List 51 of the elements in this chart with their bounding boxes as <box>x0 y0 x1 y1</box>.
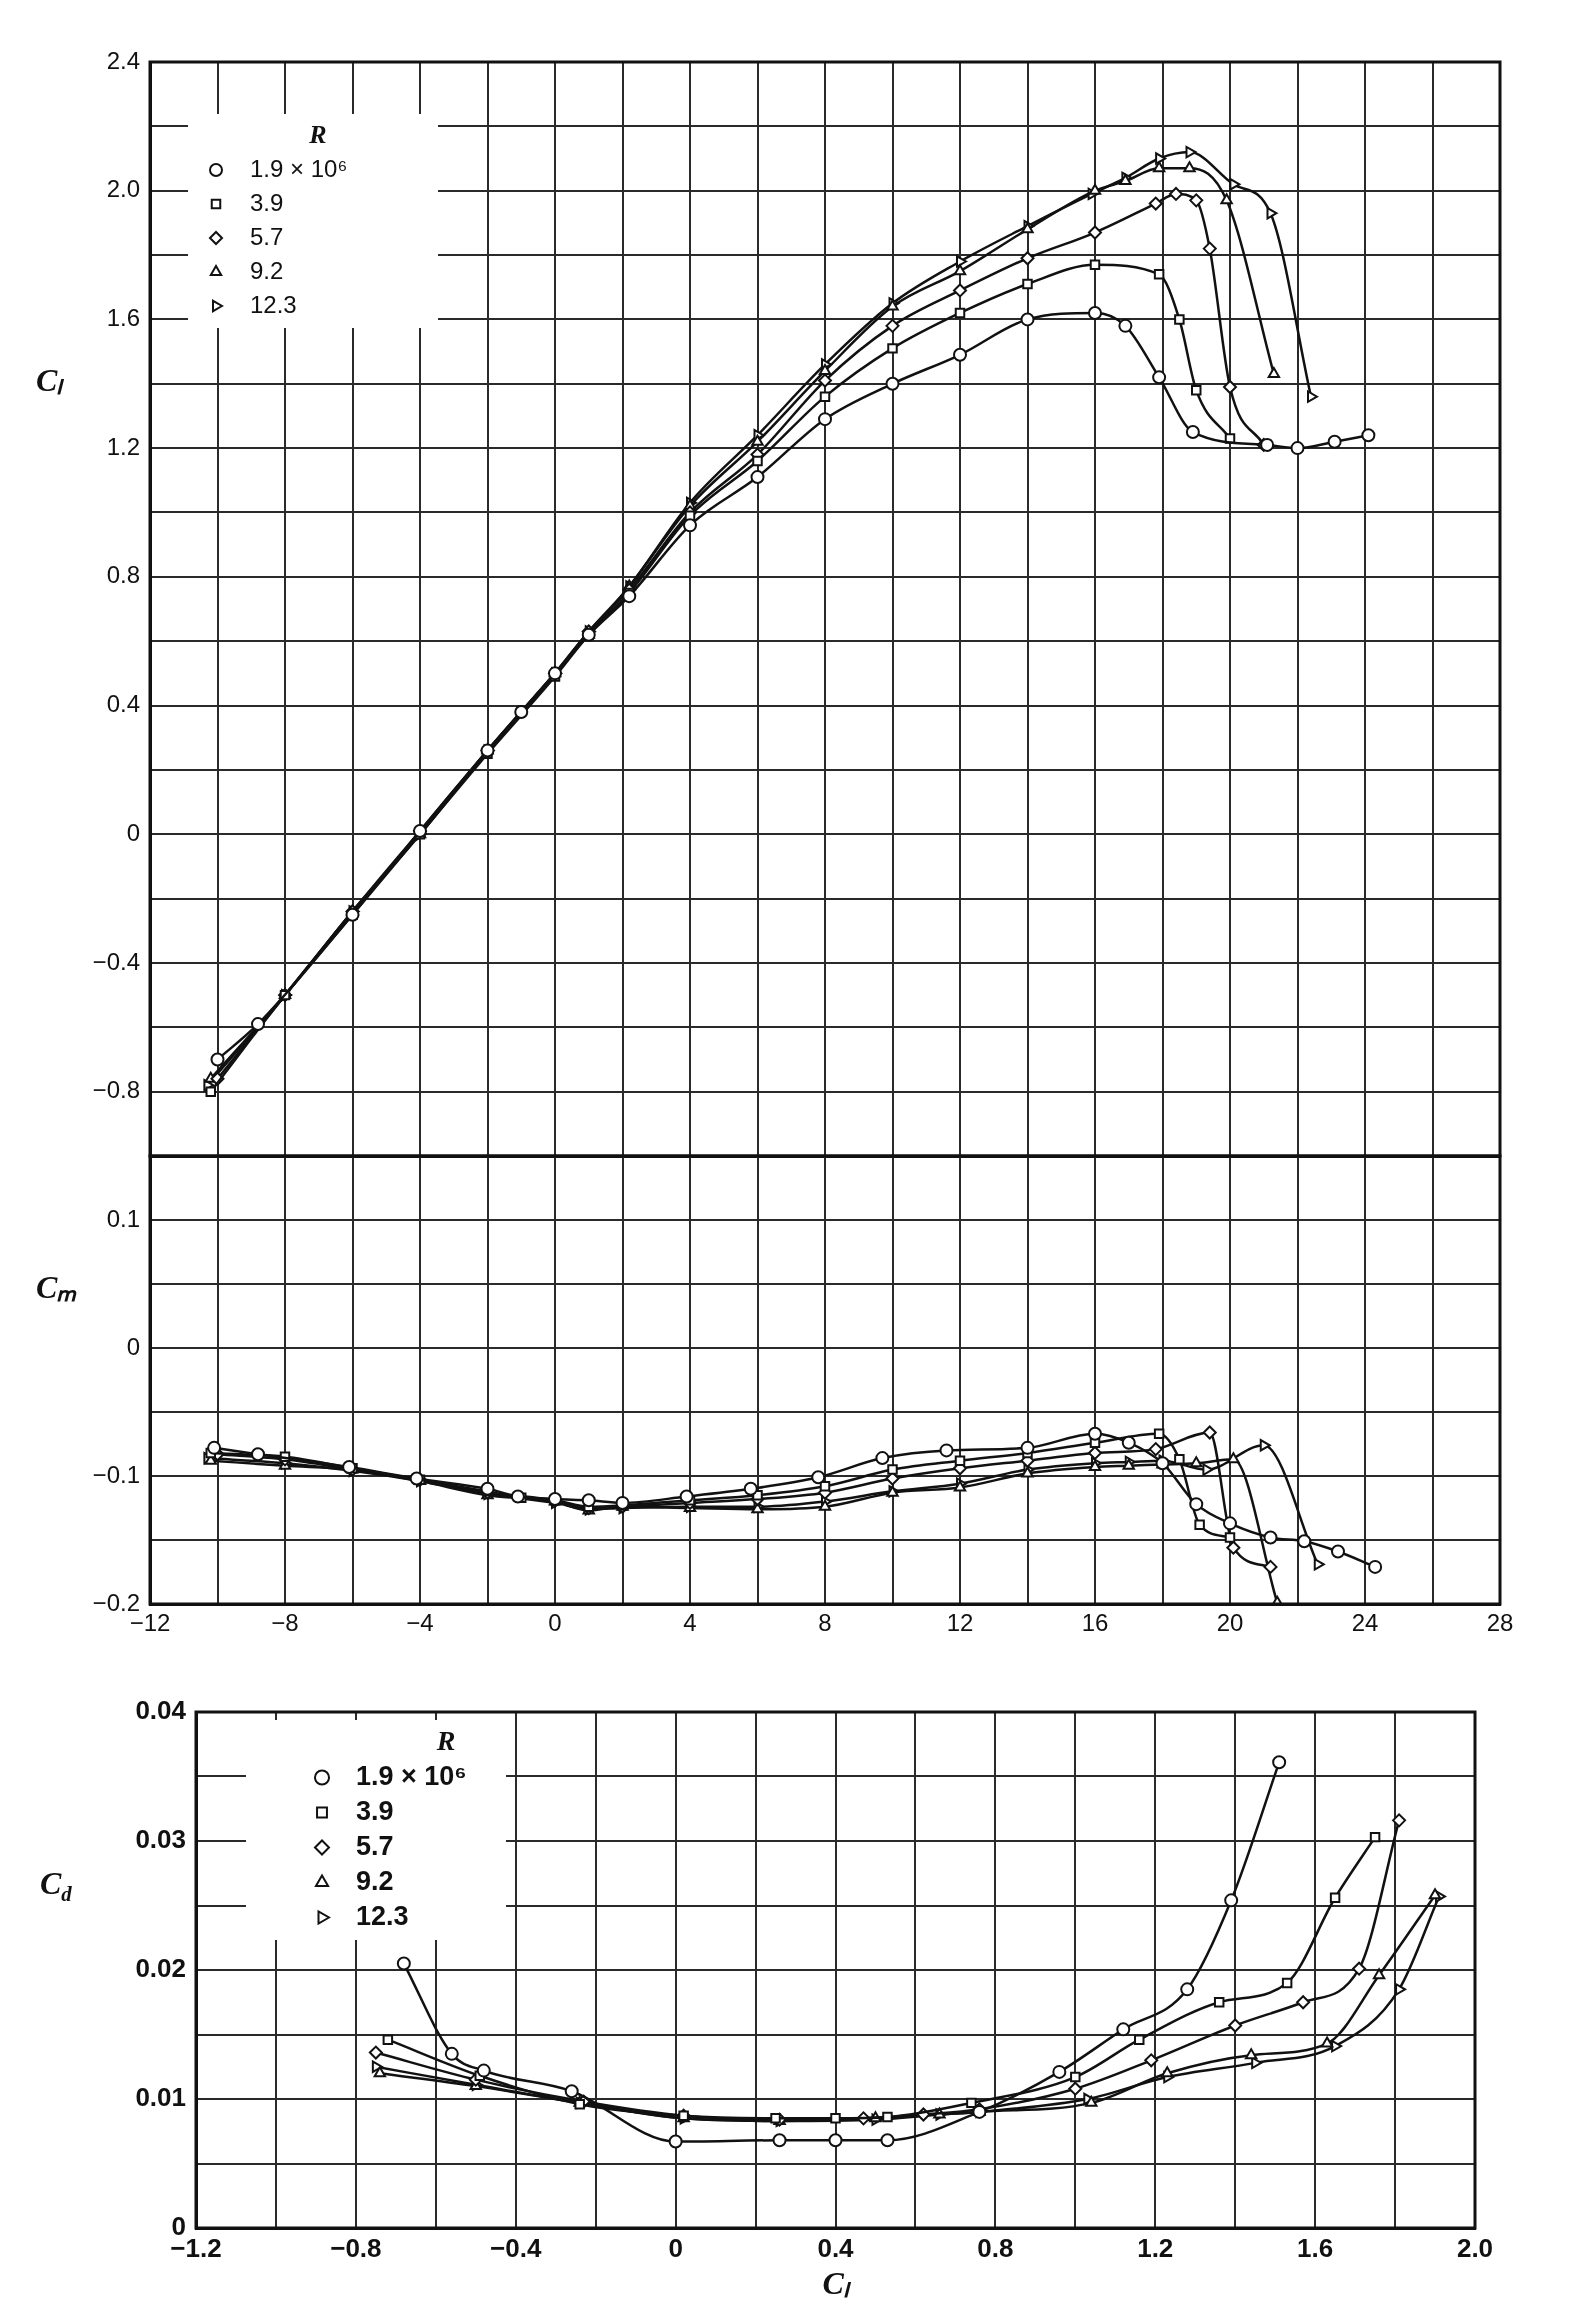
legend-title: R <box>308 119 327 149</box>
legend-label: 12.3 <box>250 290 297 318</box>
x-tick-label: 24 <box>1351 1609 1379 1637</box>
y-tick-label: 0 <box>126 1332 140 1360</box>
y-tick-label: 0.01 <box>135 2082 186 2113</box>
y-tick-label: −0.8 <box>92 1076 140 1104</box>
x-tick-label: 1.6 <box>1297 2232 1334 2263</box>
x-tick-label: 8 <box>818 1609 832 1637</box>
y-tick-label: 0.04 <box>135 1695 187 1726</box>
y-tick-label: 1.2 <box>106 432 140 460</box>
y-tick-label: 0.02 <box>135 1953 186 1984</box>
x-tick-label: 0.8 <box>977 2232 1014 2263</box>
y-tick-label: 0.4 <box>106 690 140 718</box>
x-tick-label: 20 <box>1216 1609 1244 1637</box>
x-tick-label: −4 <box>406 1609 434 1637</box>
x-tick-label: −0.8 <box>330 2232 382 2263</box>
x-tick-label: 0 <box>548 1609 562 1637</box>
y-tick-label: 1.6 <box>106 304 140 332</box>
legend-title: R <box>435 1724 456 1756</box>
y-tick-label: 0.1 <box>106 1204 140 1232</box>
legend-label: 1.9 × 10⁶ <box>356 1760 467 1791</box>
x-tick-label: 0.4 <box>817 2232 855 2263</box>
legend-label: 9.2 <box>356 1865 394 1896</box>
legend-label: 1.9 × 10⁶ <box>250 154 348 182</box>
legend-label: 3.9 <box>250 188 284 216</box>
x-tick-label: 4 <box>683 1609 697 1637</box>
x-tick-label: 12 <box>946 1609 974 1637</box>
x-tick-label: −8 <box>271 1609 299 1637</box>
y-tick-label: 2.4 <box>106 46 140 74</box>
y-tick-label: −0.4 <box>92 947 140 975</box>
legend-label: 5.7 <box>356 1830 394 1861</box>
x-axis-title: Cₗ <box>822 2265 849 2301</box>
y-axis-title: Cₘ <box>36 1268 77 1306</box>
y-tick-label: −0.1 <box>92 1460 140 1488</box>
legend-label: 12.3 <box>356 1900 409 1931</box>
y-tick-label: 0.8 <box>106 561 140 589</box>
x-tick-label: 28 <box>1486 1609 1514 1637</box>
y-tick-label: 0.03 <box>135 1824 186 1855</box>
legend-label: 9.2 <box>250 256 284 284</box>
y-tick-label: −0.2 <box>92 1588 140 1616</box>
legend-label: 3.9 <box>356 1795 394 1826</box>
x-tick-label: 0 <box>668 2232 683 2263</box>
x-tick-label: 16 <box>1081 1609 1109 1637</box>
x-tick-label: 1.2 <box>1137 2232 1174 2263</box>
y-axis-title: Cₗ <box>36 362 63 399</box>
y-tick-label: 0 <box>126 818 140 846</box>
legend-label: 5.7 <box>250 222 284 250</box>
x-tick-label: 2.0 <box>1456 2232 1494 2263</box>
x-tick-label: −0.4 <box>490 2232 542 2263</box>
y-axis-title: C$_{d}$ <box>40 1865 72 1907</box>
y-tick-label: 2.0 <box>106 175 140 203</box>
